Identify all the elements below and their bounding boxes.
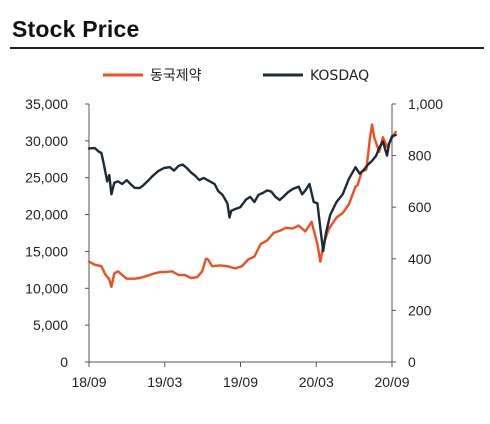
series-line-kosdaq — [87, 133, 397, 253]
chart-title: Stock Price — [12, 16, 140, 42]
right-axis-tick-label: 1,000 — [408, 96, 443, 112]
x-axis-tick-label: 19/03 — [147, 374, 182, 390]
legend: 동국제약 KOSDAQ — [103, 68, 369, 84]
left-axis-tick-label: 20,000 — [25, 207, 68, 223]
x-axis-tick-label: 18/09 — [71, 374, 106, 390]
left-axis-tick-label: 30,000 — [25, 133, 68, 149]
left-axis-tick-label: 5,000 — [33, 317, 68, 333]
legend-label: KOSDAQ — [310, 68, 369, 84]
series-line-dongkook — [87, 123, 397, 288]
x-axis-tick-label: 20/03 — [299, 374, 334, 390]
right-axis-tick-label: 600 — [408, 199, 432, 215]
x-axis-tick-label: 19/09 — [223, 374, 258, 390]
right-axis-tick-label: 200 — [408, 302, 432, 318]
title-divider — [10, 47, 484, 49]
legend-label: 동국제약 — [150, 68, 202, 84]
left-axis-tick-label: 0 — [60, 354, 68, 370]
left-axis-tick-label: 35,000 — [25, 96, 68, 112]
chart-axes: 0 5,000 10,000 15,000 20,000 25,000 30,000 35,0… — [25, 96, 443, 390]
left-axis-tick-label: 25,000 — [25, 170, 68, 186]
left-axis-tick-label: 10,000 — [25, 280, 68, 296]
right-axis-tick-label: 400 — [408, 251, 432, 267]
right-axis-tick-label: 0 — [408, 354, 416, 370]
right-axis-tick-label: 800 — [408, 148, 432, 164]
chart-series — [87, 123, 397, 288]
left-axis-tick-label: 15,000 — [25, 243, 68, 259]
x-axis-tick-label: 20/09 — [374, 374, 409, 390]
